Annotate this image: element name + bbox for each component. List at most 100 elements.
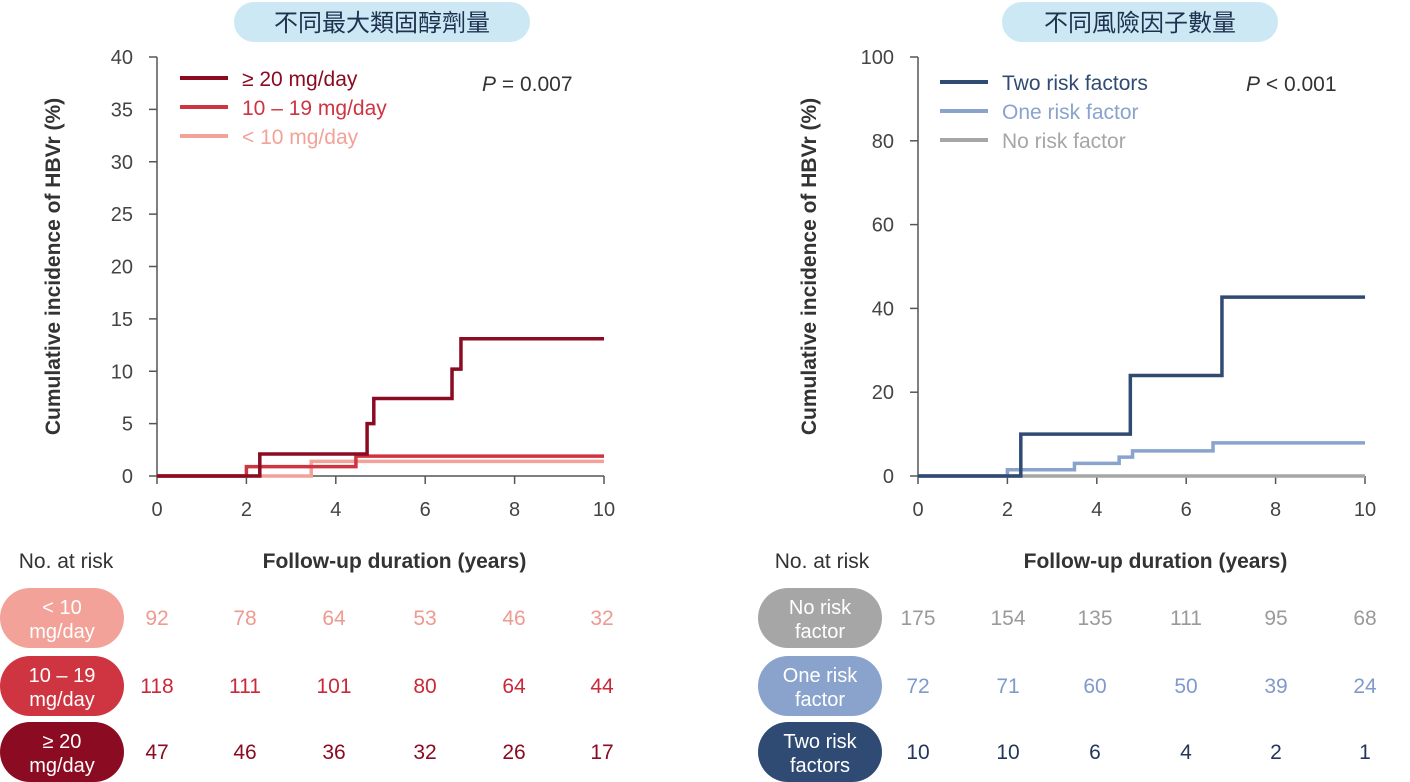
- chart-title-pill: [1002, 2, 1278, 42]
- risk-count: 32: [590, 607, 613, 630]
- risk-group-label: 10 – 19: [29, 665, 96, 687]
- x-tick-label: 10: [593, 499, 615, 521]
- risk-group-pill: [0, 588, 124, 648]
- risk-count: 64: [322, 607, 346, 630]
- risk-count: 71: [996, 675, 1019, 698]
- series-line-1: [918, 295, 1365, 478]
- risk-group-label: < 10: [42, 597, 81, 619]
- risk-group-pill: [758, 722, 882, 782]
- risk-count: 111: [229, 675, 261, 698]
- risk-table-header: No. at risk: [775, 550, 870, 573]
- y-tick-label: 15: [111, 309, 133, 331]
- risk-group-label: factor: [795, 689, 845, 711]
- p-value: P < 0.001: [1246, 73, 1337, 96]
- y-tick-label: 100: [861, 47, 894, 69]
- risk-count: 10: [906, 741, 929, 764]
- risk-count: 175: [900, 607, 935, 630]
- risk-count: 10: [996, 741, 1019, 764]
- risk-count: 44: [590, 675, 614, 698]
- risk-group-pill: [758, 656, 882, 716]
- legend-label: ≥ 20 mg/day: [242, 68, 358, 91]
- risk-group-pill: [758, 588, 882, 648]
- legend-label: 10 – 19 mg/day: [242, 97, 387, 120]
- y-tick-label: 80: [872, 131, 894, 153]
- risk-count: 24: [1353, 675, 1377, 698]
- x-axis-title: Follow-up duration (years): [1024, 550, 1288, 573]
- risk-group-label: factor: [795, 621, 845, 643]
- legend-label: < 10 mg/day: [242, 126, 359, 149]
- risk-count: 26: [502, 741, 525, 764]
- chart-title: 不同風險因子數量: [1044, 10, 1236, 37]
- risk-group-label: One risk: [783, 665, 858, 687]
- risk-count: 78: [233, 607, 256, 630]
- risk-count: 92: [145, 607, 168, 630]
- legend-label: No risk factor: [1002, 130, 1126, 153]
- y-tick-label: 0: [122, 466, 133, 488]
- risk-count: 154: [990, 607, 1025, 630]
- risk-group-pill: [0, 722, 124, 782]
- legend-label: Two risk factors: [1002, 72, 1148, 95]
- x-tick-label: 2: [241, 499, 252, 521]
- risk-count: 50: [1174, 675, 1197, 698]
- risk-count: 39: [1264, 675, 1287, 698]
- risk-count: 1: [1359, 741, 1371, 764]
- risk-group-label: mg/day: [29, 689, 95, 711]
- y-tick-label: 5: [122, 414, 133, 436]
- x-tick-label: 6: [420, 499, 431, 521]
- x-tick-label: 10: [1354, 499, 1376, 521]
- x-tick-label: 6: [1181, 499, 1192, 521]
- risk-group-label: mg/day: [29, 755, 95, 777]
- series-line-1: [157, 337, 604, 478]
- y-tick-label: 40: [111, 47, 133, 69]
- y-tick-label: 25: [111, 204, 133, 226]
- chart-title: 不同最大類固醇劑量: [274, 10, 490, 37]
- risk-count: 135: [1077, 607, 1112, 630]
- y-tick-label: 30: [111, 152, 133, 174]
- legend-label: One risk factor: [1002, 101, 1139, 124]
- risk-group-label: factors: [790, 755, 850, 777]
- y-tick-label: 0: [883, 466, 894, 488]
- p-value: P = 0.007: [482, 73, 573, 96]
- risk-count: 17: [590, 741, 613, 764]
- x-tick-label: 4: [330, 499, 341, 521]
- risk-group-label: ≥ 20: [43, 731, 82, 753]
- risk-count: 2: [1270, 741, 1282, 764]
- y-tick-label: 10: [111, 361, 133, 383]
- series-line-3: [157, 459, 604, 478]
- risk-count: 4: [1180, 741, 1192, 764]
- x-tick-label: 0: [912, 499, 923, 521]
- risk-table-header: No. at risk: [19, 550, 114, 573]
- risk-group-label: mg/day: [29, 621, 95, 643]
- risk-count: 118: [140, 675, 173, 698]
- risk-count: 36: [322, 741, 345, 764]
- y-tick-label: 35: [111, 99, 133, 121]
- y-tick-label: 20: [111, 257, 133, 279]
- risk-count: 64: [502, 675, 526, 698]
- y-axis-title: Cumulative incidence of HBVr (%): [798, 98, 821, 435]
- x-tick-label: 4: [1091, 499, 1102, 521]
- risk-count: 80: [413, 675, 436, 698]
- x-tick-label: 8: [1270, 499, 1281, 521]
- chart-title-pill: [234, 2, 530, 42]
- y-tick-label: 60: [872, 215, 894, 237]
- x-tick-label: 0: [151, 499, 162, 521]
- risk-count: 46: [502, 607, 525, 630]
- risk-group-pill: [0, 656, 124, 716]
- x-tick-label: 8: [509, 499, 520, 521]
- y-axis-title: Cumulative incidence of HBVr (%): [42, 98, 65, 435]
- risk-count: 6: [1089, 741, 1101, 764]
- x-tick-label: 2: [1002, 499, 1013, 521]
- risk-group-label: No risk: [789, 597, 852, 619]
- risk-count: 60: [1083, 675, 1106, 698]
- risk-count: 47: [145, 741, 168, 764]
- risk-count: 95: [1264, 607, 1287, 630]
- series-line-2: [918, 441, 1365, 478]
- risk-count: 68: [1353, 607, 1376, 630]
- y-tick-label: 40: [872, 298, 894, 320]
- risk-count: 46: [233, 741, 256, 764]
- risk-count: 72: [906, 675, 929, 698]
- x-axis-title: Follow-up duration (years): [263, 550, 527, 573]
- risk-count: 111: [1170, 607, 1202, 630]
